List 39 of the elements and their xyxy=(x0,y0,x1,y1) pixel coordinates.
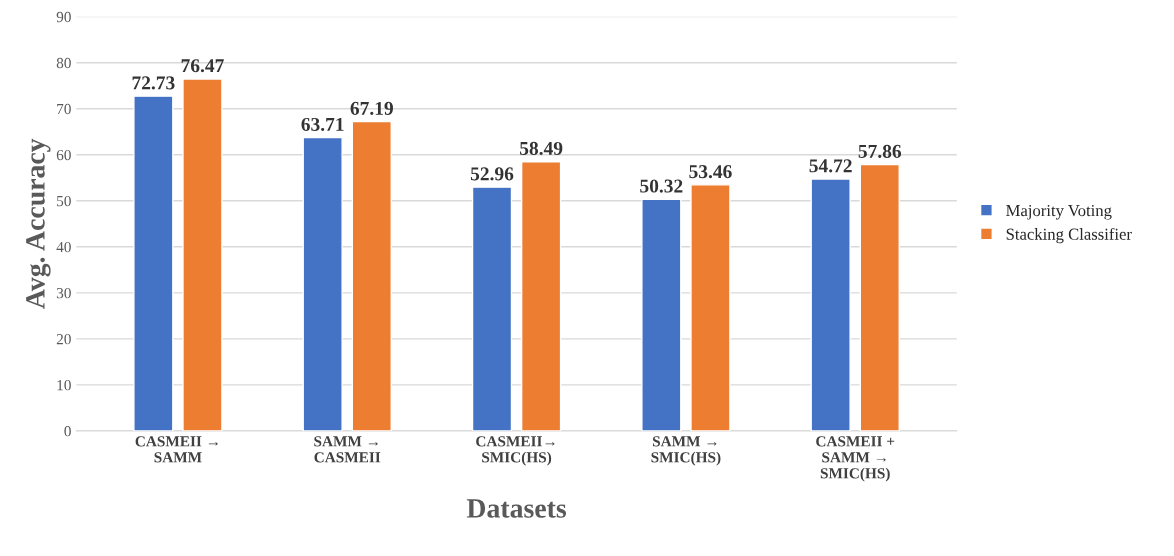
data-label: 54.72 xyxy=(809,159,852,173)
y-axis-title: Avg. Accuracy xyxy=(26,138,51,309)
y-tick-label: 20 xyxy=(56,333,71,345)
y-tick-label: 40 xyxy=(56,241,71,253)
data-label: 63.71 xyxy=(301,117,344,132)
bar xyxy=(133,95,174,431)
bar xyxy=(520,161,562,431)
data-label: 50.32 xyxy=(640,179,683,193)
y-tick-label: 30 xyxy=(56,287,71,299)
y-tick-label: 90 xyxy=(56,11,71,23)
bar xyxy=(471,186,513,431)
bar xyxy=(302,136,343,431)
data-label: 58.49 xyxy=(520,141,563,156)
legend-label: Stacking Classifier xyxy=(1006,227,1132,244)
y-tick-label: 80 xyxy=(56,57,71,69)
y-tick-label: 60 xyxy=(56,149,71,161)
data-label: 72.73 xyxy=(132,76,175,90)
data-label: 57.86 xyxy=(858,144,902,158)
legend-label: Majority Voting xyxy=(1006,204,1112,220)
y-tick-label: 0 xyxy=(64,426,71,437)
bar xyxy=(810,178,851,431)
data-label: 67.19 xyxy=(350,101,393,116)
bar xyxy=(351,120,392,431)
x-tick-label: SAMM → SMIC(HS) xyxy=(651,436,721,466)
y-tick-label: 10 xyxy=(57,380,71,391)
bar xyxy=(690,184,731,431)
x-tick-label: CASMEII + SAMM → SMIC(HS) xyxy=(816,436,895,482)
bar xyxy=(859,163,900,431)
x-tick-label: SAMM → CASMEII xyxy=(314,436,381,463)
bar xyxy=(641,198,682,431)
data-label: 52.96 xyxy=(470,167,514,181)
y-tick-label: 50 xyxy=(57,195,71,207)
data-label: 76.47 xyxy=(181,59,224,73)
y-tick-label: 70 xyxy=(57,103,71,115)
x-axis-title: Datasets xyxy=(466,499,567,518)
bar xyxy=(182,78,223,431)
x-tick-label: CASMEII→ SMIC(HS) xyxy=(476,436,555,466)
x-tick-label: CASMEII → SAMM xyxy=(135,436,218,463)
data-label: 53.46 xyxy=(689,165,732,179)
